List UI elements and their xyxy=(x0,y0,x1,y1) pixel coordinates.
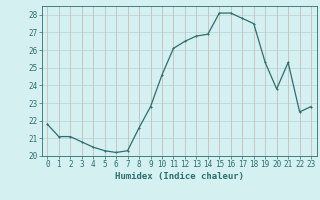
X-axis label: Humidex (Indice chaleur): Humidex (Indice chaleur) xyxy=(115,172,244,181)
